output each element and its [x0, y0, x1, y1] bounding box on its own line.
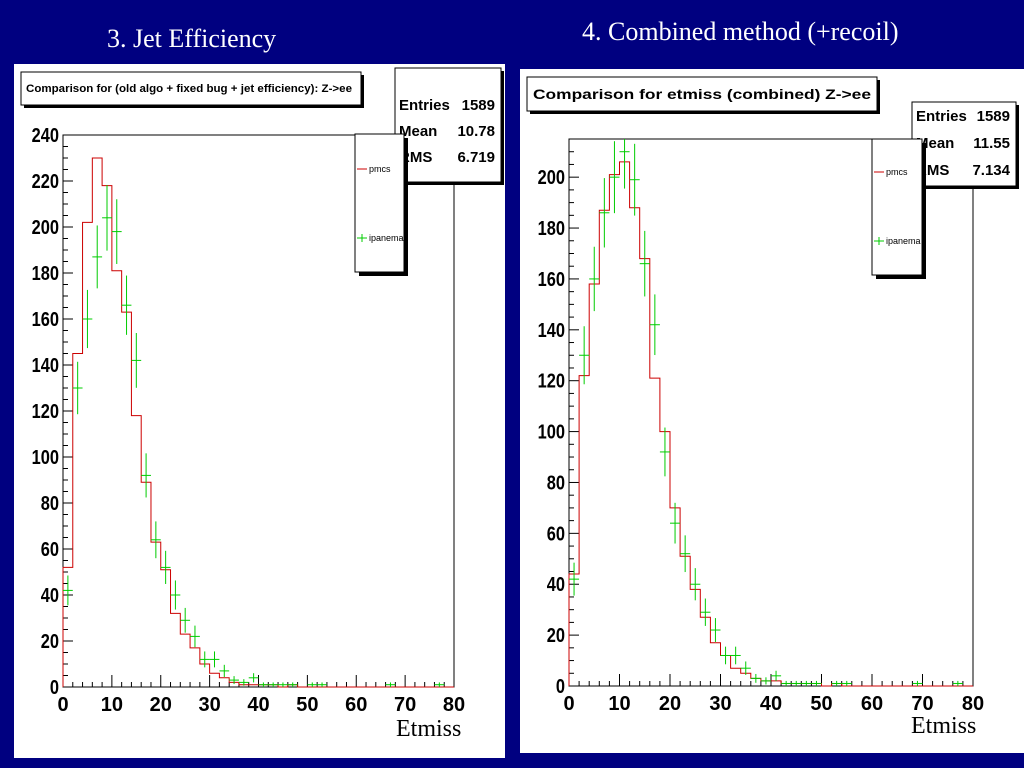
- y-tick-label: 40: [41, 583, 59, 606]
- x-axis-label: Etmiss: [396, 716, 462, 742]
- slide-title-combined-method: 4. Combined method (+recoil): [582, 17, 899, 46]
- y-tick-label: 100: [538, 420, 565, 443]
- y-tick-label: 160: [538, 267, 565, 290]
- y-axis: 0 20 40 60 80 100 120 140 160 180 200: [538, 138, 579, 697]
- y-tick-label: 0: [50, 675, 59, 698]
- stats-entries-value: 1589: [977, 108, 1010, 125]
- x-tick-label: 60: [861, 693, 883, 715]
- y-tick-label: 160: [32, 307, 59, 330]
- y-tick-label: 80: [547, 471, 565, 494]
- x-tick-label: 40: [247, 694, 269, 716]
- histogram-right-svg: Comparison for etmiss (combined) Z->ee En…: [526, 76, 1019, 715]
- legend-label-ipanema: ipanema: [369, 233, 404, 243]
- stats-box: [911, 101, 1017, 187]
- stats-rms-value: 6.719: [457, 149, 495, 166]
- x-axis: 0 10 20 30 40 50 60 70 80: [563, 674, 984, 715]
- y-tick-label: 0: [556, 674, 565, 697]
- chart-panel-left: Comparison for (old algo + fixed bug + j…: [14, 64, 505, 758]
- legend-label-pmcs: pmcs: [369, 164, 391, 174]
- y-tick-label: 180: [538, 216, 565, 239]
- x-tick-label: 0: [57, 694, 68, 716]
- x-axis-label: Etmiss: [911, 713, 977, 739]
- histogram-left-svg: Comparison for (old algo + fixed bug + j…: [20, 67, 504, 716]
- legend-box: [871, 138, 923, 276]
- x-tick-label: 30: [709, 693, 731, 715]
- y-tick-label: 240: [32, 123, 59, 146]
- x-tick-label: 10: [101, 694, 123, 716]
- x-tick-label: 80: [443, 694, 465, 716]
- x-axis: 0 10 20 30 40 50 60 70 80: [57, 675, 465, 716]
- y-tick-label: 140: [538, 318, 565, 341]
- chart-title: Comparison for (old algo + fixed bug + j…: [26, 83, 352, 95]
- series-ipanema: [569, 139, 963, 686]
- x-tick-label: 80: [962, 693, 984, 715]
- legend-label-ipanema: ipanema: [886, 236, 921, 246]
- title-box: [526, 76, 878, 112]
- x-tick-label: 20: [659, 693, 681, 715]
- y-tick-label: 100: [32, 445, 59, 468]
- stats-mean-label: Mean: [399, 123, 437, 140]
- y-tick-label: 60: [41, 537, 59, 560]
- stats-entries-value: 1589: [462, 97, 495, 114]
- x-tick-label: 50: [296, 694, 318, 716]
- x-tick-label: 30: [199, 694, 221, 716]
- x-tick-label: 20: [150, 694, 172, 716]
- y-tick-label: 60: [547, 522, 565, 545]
- y-tick-label: 220: [32, 169, 59, 192]
- y-tick-label: 40: [547, 573, 565, 596]
- stats-mean-value: 11.55: [973, 135, 1010, 152]
- x-tick-label: 50: [810, 693, 832, 715]
- x-tick-label: 0: [563, 693, 574, 715]
- y-tick-label: 200: [538, 166, 565, 189]
- stats-entries-label: Entries: [399, 97, 450, 114]
- legend-box: [354, 133, 405, 273]
- series-pmcs-step: [62, 157, 454, 688]
- stats-mean-value: 10.78: [457, 123, 495, 140]
- x-tick-label: 70: [911, 693, 933, 715]
- stats-entries-label: Entries: [916, 108, 967, 125]
- x-tick-label: 10: [608, 693, 630, 715]
- y-tick-label: 120: [32, 399, 59, 422]
- chart-title: Comparison for etmiss (combined) Z->ee: [533, 86, 871, 102]
- legend-label-pmcs: pmcs: [886, 167, 908, 177]
- y-tick-label: 20: [547, 624, 565, 647]
- x-tick-label: 70: [394, 694, 416, 716]
- y-axis: 0 20 40 60 80 100 120 140 160 180 200 220 240: [32, 123, 73, 698]
- y-tick-label: 20: [41, 629, 59, 652]
- y-tick-label: 180: [32, 261, 59, 284]
- x-tick-label: 40: [760, 693, 782, 715]
- stats-rms-value: 7.134: [972, 162, 1010, 179]
- series-ipanema: [63, 184, 445, 687]
- y-tick-label: 120: [538, 369, 565, 392]
- y-tick-label: 200: [32, 215, 59, 238]
- stats-box: [394, 67, 502, 183]
- title-box: [20, 71, 362, 106]
- slide-title-jet-efficiency: 3. Jet Efficiency: [107, 24, 277, 53]
- x-tick-label: 60: [345, 694, 367, 716]
- y-tick-label: 80: [41, 491, 59, 514]
- chart-panel-right: Comparison for etmiss (combined) Z->ee En…: [520, 69, 1024, 753]
- y-tick-label: 140: [32, 353, 59, 376]
